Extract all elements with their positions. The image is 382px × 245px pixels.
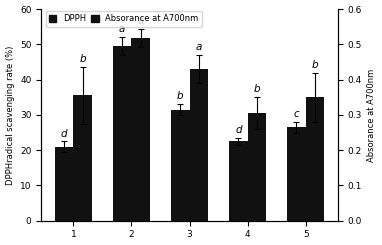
Text: a: a [119, 24, 125, 35]
Bar [55, 147, 73, 221]
Bar [229, 141, 248, 221]
Text: b: b [312, 60, 318, 70]
Bar [131, 38, 150, 221]
Text: a: a [138, 16, 144, 26]
Bar [171, 110, 189, 221]
Text: d: d [235, 125, 242, 135]
Bar [113, 46, 131, 221]
Text: c: c [293, 109, 299, 119]
Bar [189, 69, 208, 221]
Text: d: d [61, 129, 67, 138]
Bar [73, 96, 92, 221]
Text: a: a [196, 42, 202, 52]
Bar [287, 127, 306, 221]
Text: b: b [254, 85, 260, 94]
Bar [306, 97, 324, 221]
Text: b: b [79, 54, 86, 64]
Y-axis label: DPPHradical scavenging rate (%): DPPHradical scavenging rate (%) [6, 45, 15, 184]
Text: b: b [177, 91, 184, 101]
Y-axis label: Absorance at A700nm: Absorance at A700nm [367, 68, 376, 161]
Bar [248, 113, 266, 221]
Legend: DPPH, Absorance at A700nm: DPPH, Absorance at A700nm [45, 11, 202, 27]
